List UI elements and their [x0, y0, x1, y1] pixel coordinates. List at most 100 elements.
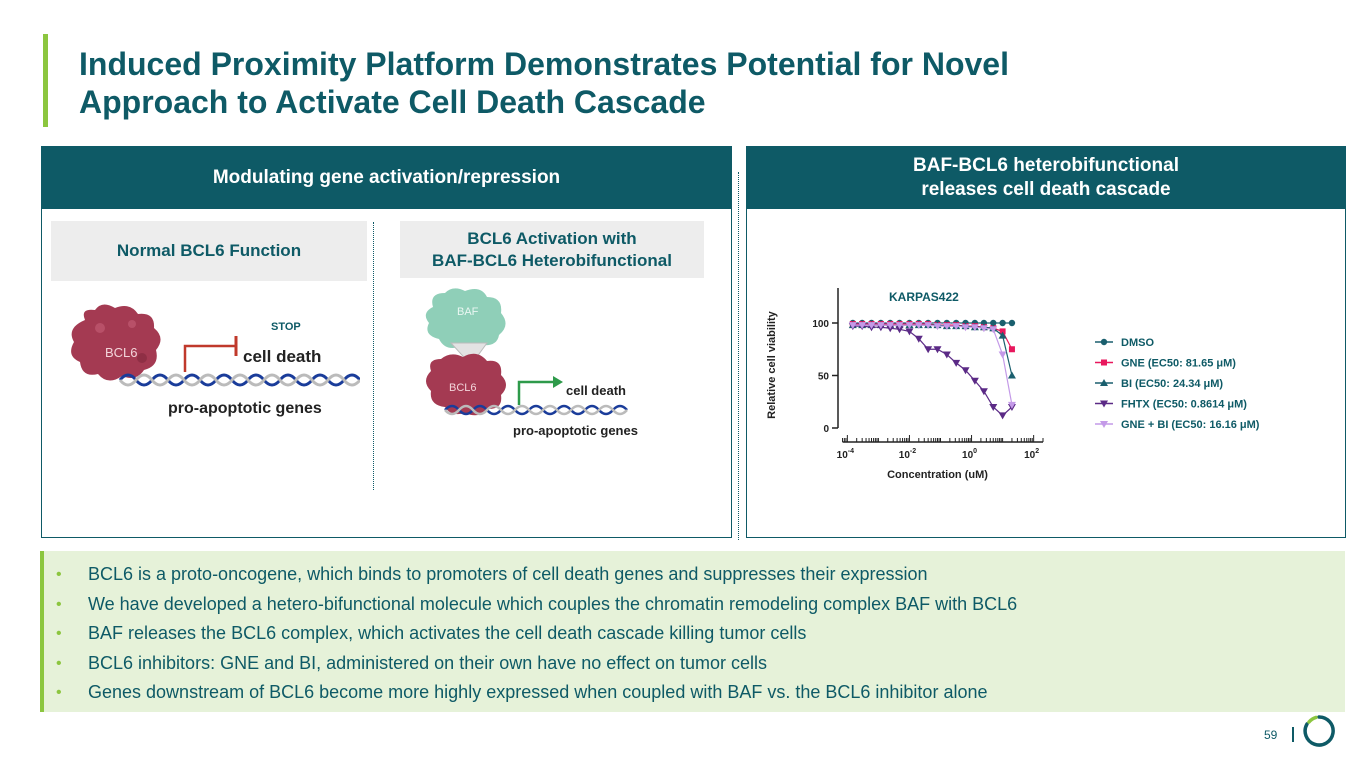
- left-panel-divider: [373, 222, 374, 490]
- activation-arrow: [517, 376, 563, 405]
- normal-function-title: Normal BCL6 Function: [116, 241, 302, 260]
- activation-title-line2: BAF-BCL6 Heterobifunctional: [432, 250, 672, 270]
- data-point: [952, 359, 961, 367]
- activation-dna-strand-icon: [444, 404, 628, 416]
- legend-label: FHTX (EC50: 0.8614 μM): [1121, 399, 1247, 411]
- y-tick-label: 50: [818, 372, 830, 383]
- series-line: [852, 325, 1013, 417]
- data-point: [924, 346, 933, 354]
- dna-strand-icon: [118, 373, 360, 387]
- activation-genes-label: pro-apoptotic genes: [513, 423, 638, 438]
- bcl6-protein-label: BCL6: [105, 345, 138, 360]
- key-point-item: • BCL6 is a proto-oncogene, which binds t…: [56, 560, 1345, 590]
- baf-protein-label: BAF: [457, 306, 479, 318]
- footer-divider: [1292, 727, 1294, 742]
- data-point: [999, 319, 1006, 327]
- normal-genes-label: pro-apoptotic genes: [168, 400, 322, 417]
- data-point: [905, 322, 914, 330]
- bcl6-protein-icon: BCL6: [71, 304, 161, 381]
- data-point: [933, 323, 942, 331]
- data-point: [933, 346, 942, 354]
- data-point: [905, 328, 914, 336]
- x-tick-label: 100: [962, 448, 977, 461]
- data-point: [999, 328, 1006, 335]
- key-points-box: • BCL6 is a proto-oncogene, which binds t…: [40, 551, 1345, 712]
- baf-protein-icon: BAF: [425, 288, 506, 350]
- title-accent-bar: [43, 34, 48, 127]
- data-point: [895, 322, 904, 330]
- key-point-text: BCL6 inhibitors: GNE and BI, administere…: [88, 652, 768, 673]
- legend-marker: [1100, 421, 1108, 428]
- data-point: [998, 331, 1007, 339]
- cell-death-header-line2: releases cell death cascade: [921, 179, 1171, 200]
- key-point-text: BCL6 is a proto-oncogene, which binds to…: [88, 564, 928, 584]
- bullet-marker: •: [56, 566, 62, 583]
- cell-viability-chart: KARPAS422 0 50 100 Relative cell viability 10…: [766, 288, 1260, 481]
- legend-marker: [1100, 379, 1108, 386]
- data-point: [961, 367, 970, 375]
- data-point: [990, 319, 997, 327]
- key-point-item: • BAF releases the BCL6 complex, which ac…: [56, 619, 1345, 649]
- data-point: [867, 322, 876, 330]
- page-title: Induced Proximity Platform Demonstrates …: [79, 45, 1179, 121]
- activation-title-line1: BCL6 Activation with: [467, 228, 637, 248]
- x-tick-label: 10-4: [837, 448, 854, 461]
- series-line: [852, 324, 1013, 406]
- key-point-item: • Genes downstream of BCL6 become more hi…: [56, 678, 1345, 708]
- key-point-text: We have developed a hetero-bifunctional …: [88, 593, 1018, 614]
- data-point: [979, 388, 988, 396]
- data-point: [989, 326, 998, 334]
- data-point: [998, 412, 1007, 420]
- x-tick-label: 102: [1024, 448, 1039, 461]
- legend-marker: [1100, 400, 1108, 408]
- legend-marker: [1101, 359, 1107, 366]
- bullet-marker: •: [56, 625, 62, 643]
- activation-box: BCL6 Activation with BAF-BCL6 Heterobifu…: [400, 221, 704, 278]
- cell-death-header-line1: BAF-BCL6 heterobifunctional: [913, 155, 1179, 176]
- key-point-item: • BCL6 inhibitors: GNE and BI, administer…: [56, 649, 1345, 679]
- data-point: [1008, 346, 1015, 353]
- page-title-line2: Approach to Activate Cell Death Cascade: [79, 84, 706, 120]
- y-tick-label: 100: [812, 319, 829, 330]
- bullet-marker: •: [56, 595, 62, 613]
- panel-divider: [738, 172, 739, 540]
- normal-cell-death-label: cell death: [243, 347, 321, 366]
- key-point-text: BAF releases the BCL6 complex, which act…: [88, 623, 807, 644]
- repression-arrow: [183, 336, 238, 372]
- data-point: [848, 322, 857, 330]
- x-axis-label: Concentration (uM): [887, 469, 988, 481]
- y-axis-label: Relative cell viability: [766, 310, 778, 418]
- activation-illustration: BAF BCL6 cell death pro-apoptotic genes: [425, 288, 638, 438]
- data-point: [979, 325, 988, 333]
- company-logo-icon: [1303, 715, 1335, 747]
- legend-label: GNE (EC50: 81.65 μM): [1121, 358, 1236, 370]
- page-title-line1: Induced Proximity Platform Demonstrates …: [79, 46, 1009, 82]
- bcl6-activation-protein-icon: BCL6: [426, 353, 506, 416]
- legend-label: GNE + BI (EC50: 16.16 μM): [1121, 419, 1260, 431]
- gene-modulation-header-text: Modulating gene activation/repression: [212, 167, 561, 188]
- series-line: [852, 324, 1013, 376]
- data-point: [858, 322, 867, 330]
- data-point: [1007, 401, 1016, 409]
- gene-modulation-header: Modulating gene activation/repression: [42, 147, 731, 209]
- data-point: [989, 404, 998, 411]
- legend-marker: [1100, 338, 1108, 346]
- data-point: [970, 324, 979, 332]
- page-number: 59: [1264, 728, 1278, 742]
- bullet-marker: •: [56, 684, 62, 702]
- data-point: [1007, 371, 1016, 379]
- data-point: [942, 351, 951, 359]
- data-point: [942, 323, 951, 331]
- cell-death-header: BAF-BCL6 heterobifunctional releases cel…: [747, 147, 1345, 209]
- data-point: [970, 377, 979, 385]
- data-point: [924, 322, 933, 330]
- stop-label: STOP: [271, 321, 301, 333]
- bcl6-activation-protein-label: BCL6: [449, 382, 477, 394]
- y-tick-label: 0: [823, 424, 829, 435]
- key-point-text: Genes downstream of BCL6 become more hig…: [88, 682, 988, 703]
- data-point: [914, 335, 923, 343]
- data-point: [952, 323, 961, 331]
- normal-function-box: Normal BCL6 Function: [51, 221, 367, 281]
- data-point: [961, 324, 970, 332]
- key-point-item: • We have developed a hetero-bifunctional…: [56, 590, 1345, 620]
